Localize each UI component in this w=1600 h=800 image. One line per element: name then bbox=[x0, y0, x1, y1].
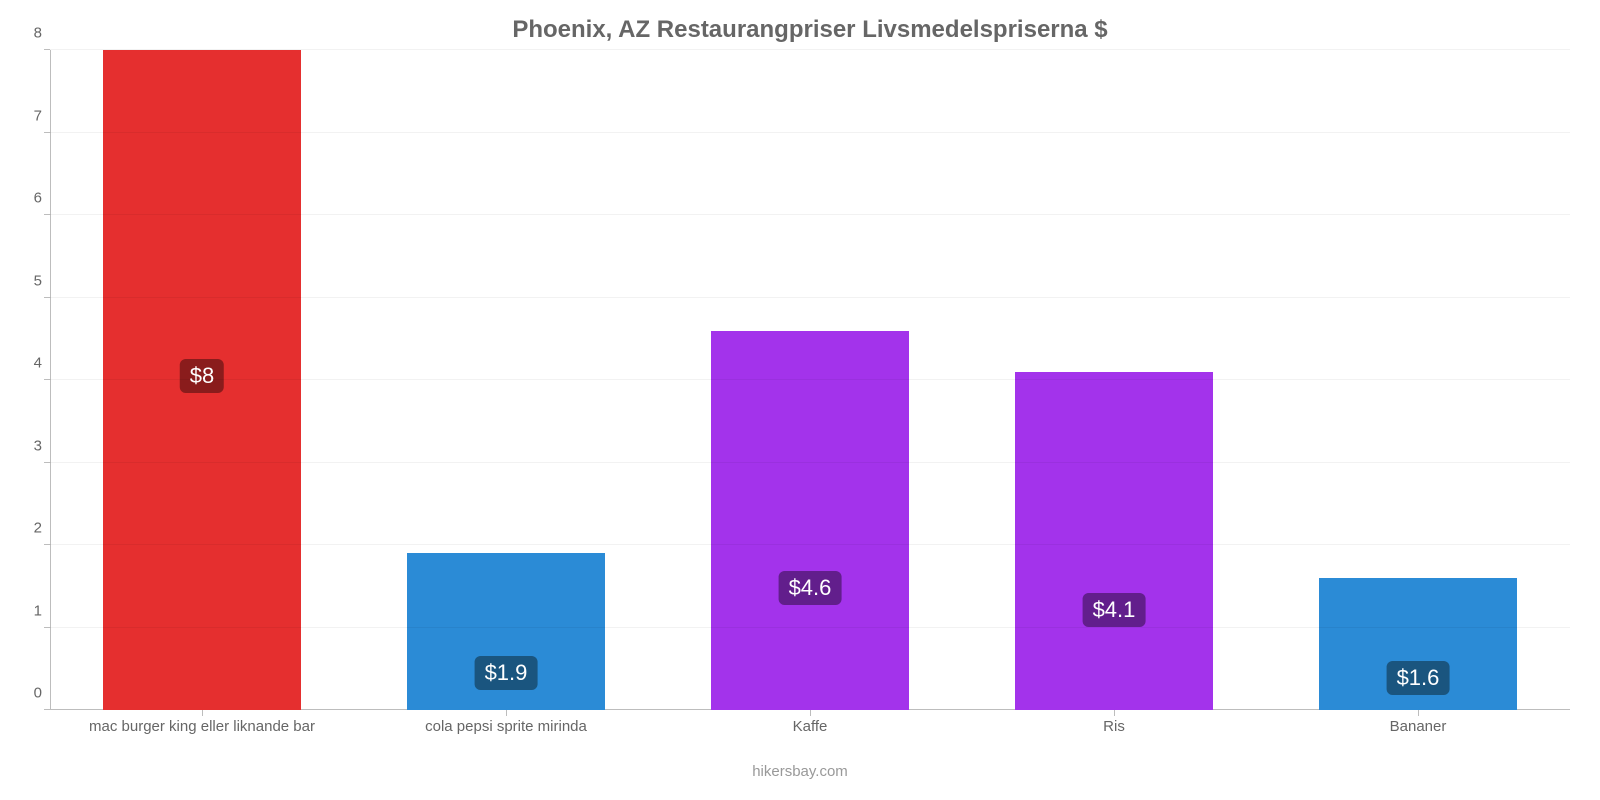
x-tick-mark bbox=[506, 710, 507, 716]
grid-line bbox=[50, 49, 1570, 50]
x-tick-label: cola pepsi sprite mirinda bbox=[425, 718, 587, 735]
x-tick-mark bbox=[810, 710, 811, 716]
bar-value-label: $4.6 bbox=[779, 571, 842, 605]
y-tick-mark bbox=[44, 462, 50, 463]
bars-layer: $8 $1.9 $4.6 $4.1 $1.6 bbox=[50, 50, 1570, 710]
y-tick-mark bbox=[44, 544, 50, 545]
y-tick-label: 3 bbox=[10, 437, 42, 454]
grid-line bbox=[50, 297, 1570, 298]
bar-value-label: $1.6 bbox=[1387, 661, 1450, 695]
y-tick-label: 2 bbox=[10, 520, 42, 537]
y-tick-label: 8 bbox=[10, 25, 42, 42]
bar-value-label: $8 bbox=[180, 359, 224, 393]
chart-footer: hikersbay.com bbox=[0, 763, 1600, 780]
y-tick-mark bbox=[44, 709, 50, 710]
y-tick-mark bbox=[44, 132, 50, 133]
y-tick-label: 1 bbox=[10, 602, 42, 619]
y-tick-mark bbox=[44, 627, 50, 628]
y-tick-mark bbox=[44, 214, 50, 215]
x-tick-label: Ris bbox=[1103, 718, 1125, 735]
y-tick-label: 5 bbox=[10, 272, 42, 289]
y-tick-label: 6 bbox=[10, 190, 42, 207]
y-tick-label: 0 bbox=[10, 685, 42, 702]
x-tick-mark bbox=[1114, 710, 1115, 716]
chart-title: Phoenix, AZ Restaurangpriser Livsmedelsp… bbox=[50, 10, 1570, 50]
bar-value-label: $4.1 bbox=[1083, 593, 1146, 627]
grid-line bbox=[50, 627, 1570, 628]
y-tick-mark bbox=[44, 379, 50, 380]
grid-line bbox=[50, 132, 1570, 133]
y-tick-label: 4 bbox=[10, 355, 42, 372]
grid-line bbox=[50, 214, 1570, 215]
bar: $1.9 bbox=[407, 553, 605, 710]
grid-line bbox=[50, 462, 1570, 463]
x-tick-label: Bananer bbox=[1390, 718, 1447, 735]
bar: $4.1 bbox=[1015, 372, 1213, 710]
grid-line bbox=[50, 379, 1570, 380]
x-tick-label: Kaffe bbox=[793, 718, 828, 735]
plot-area: $8$1.9$4.6$4.1$1.6 012345678mac burger k… bbox=[50, 50, 1570, 710]
x-tick-mark bbox=[1418, 710, 1419, 716]
bar: $1.6 bbox=[1319, 578, 1517, 710]
y-tick-label: 7 bbox=[10, 107, 42, 124]
grid-line bbox=[50, 544, 1570, 545]
x-tick-mark bbox=[202, 710, 203, 716]
chart-container: Phoenix, AZ Restaurangpriser Livsmedelsp… bbox=[0, 0, 1600, 800]
bar-value-label: $1.9 bbox=[475, 656, 538, 690]
y-tick-mark bbox=[44, 297, 50, 298]
y-tick-mark bbox=[44, 49, 50, 50]
bar: $4.6 bbox=[711, 331, 909, 711]
x-tick-label: mac burger king eller liknande bar bbox=[89, 718, 315, 735]
bar: $8 bbox=[103, 50, 301, 710]
